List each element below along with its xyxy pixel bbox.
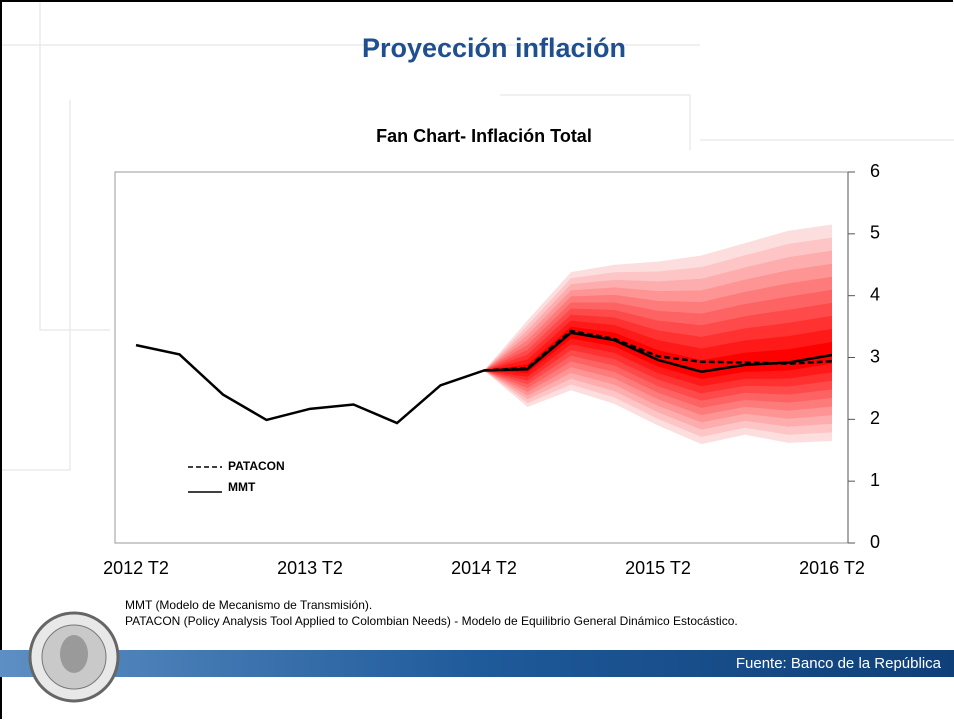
note: MMT (Modelo de Mecanismo de Transmisión)… (125, 598, 372, 612)
x-tick-label: 2015 T2 (625, 558, 691, 578)
source: Fuente: Banco de la República (736, 655, 942, 672)
chart-title: Fan Chart- Inflación Total (376, 126, 592, 146)
slide-title: Proyección inflación (362, 33, 626, 63)
x-tick-label: 2016 T2 (799, 558, 865, 578)
fan-group (484, 224, 832, 445)
y-tick-label: 3 (870, 346, 880, 366)
x-tick-label: 2013 T2 (277, 558, 343, 578)
x-tick-label: 2012 T2 (103, 558, 169, 578)
footer-band (0, 650, 954, 677)
note: PATACON (Policy Analysis Tool Applied to… (125, 614, 738, 628)
y-tick-label: 1 (870, 470, 880, 490)
y-tick-label: 5 (870, 223, 880, 243)
lines-group (135, 329, 833, 425)
y-tick-label: 0 (870, 532, 880, 552)
x-tick-label: 2014 T2 (451, 558, 517, 578)
y-tick-label: 2 (870, 408, 880, 428)
legend-label: PATACON (228, 459, 285, 473)
y-tick-label: 6 (870, 161, 880, 181)
series-line (483, 329, 833, 372)
legend-label: MMT (228, 480, 256, 494)
y-tick-label: 4 (870, 284, 880, 304)
logo (28, 611, 120, 703)
